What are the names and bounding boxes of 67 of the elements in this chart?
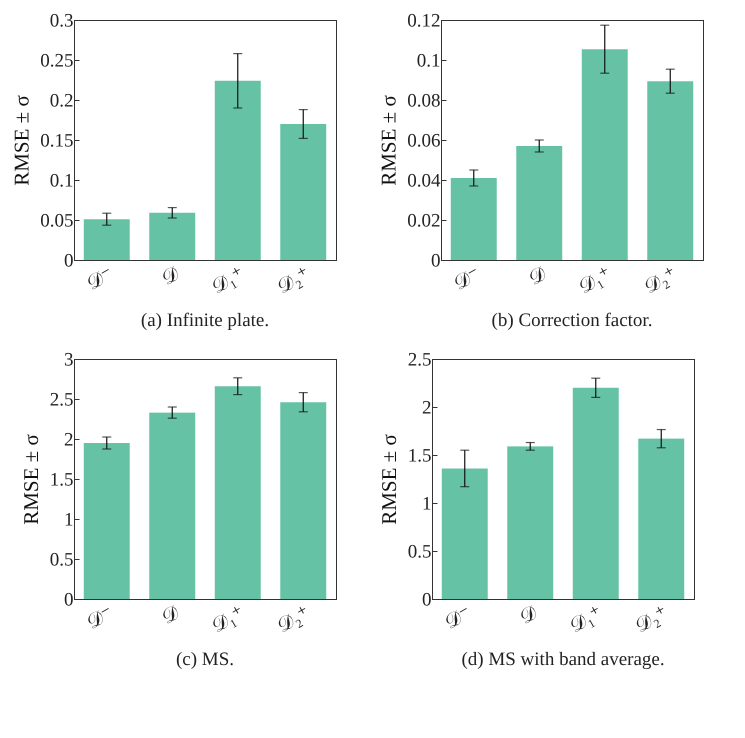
y-tick-label: 0 — [64, 250, 74, 272]
y-tick-label: 1.5 — [408, 446, 432, 466]
y-tick-label: 2.5 — [408, 350, 432, 370]
y-tick-label: 0 — [422, 590, 432, 610]
bar — [582, 49, 628, 260]
x-tick-label: 𝒟⁻ — [441, 602, 476, 634]
bar — [450, 178, 497, 260]
bar — [149, 212, 196, 260]
y-tick-label: 3 — [64, 350, 74, 370]
bar — [638, 438, 684, 599]
y-tick-label: 0 — [64, 590, 74, 610]
x-tick-label: 𝒟₁⁺ — [566, 602, 606, 638]
bar — [214, 386, 261, 599]
y-tick-label: 0.5 — [408, 542, 432, 562]
bar — [647, 81, 694, 260]
y-tick-label: 0.3 — [50, 10, 74, 32]
y-tick-label: 0 — [431, 250, 440, 272]
x-tick-label: 𝒟₁⁺ — [575, 262, 616, 298]
y-tick-label: 0.1 — [416, 50, 440, 72]
y-tick-label: 1 — [422, 494, 432, 514]
y-axis-title: RMSE ± σ — [376, 434, 401, 525]
x-tick-label: 𝒟₂⁺ — [274, 262, 314, 298]
text: (c) MS. — [176, 649, 234, 670]
y-tick-label: 0.15 — [40, 130, 74, 152]
x-tick-label: 𝒟⁻ — [450, 262, 484, 295]
y-tick-label: 0.5 — [50, 550, 74, 570]
y-tick-label: 2 — [422, 398, 432, 418]
x-tick-label: 𝒟⁻ — [83, 262, 118, 295]
x-tick-label: 𝒟₂⁺ — [632, 602, 672, 638]
y-tick-label: 0.06 — [407, 130, 440, 152]
y-tick-label: 2.5 — [50, 390, 74, 410]
y-tick-label: 0.2 — [50, 90, 74, 112]
bar — [84, 219, 130, 260]
y-tick-label: 0.04 — [407, 170, 441, 192]
y-axis-title: RMSE ± σ — [376, 95, 400, 186]
y-tick-label: 0.25 — [40, 50, 74, 72]
text: (a) Infinite plate. — [140, 310, 270, 332]
bar — [442, 468, 488, 599]
bar — [280, 402, 326, 599]
y-tick-label: 2 — [64, 430, 74, 450]
text: (b) Correction factor. — [492, 310, 652, 332]
x-tick-label: 𝒟 — [158, 602, 183, 629]
y-axis-title: RMSE ± σ — [9, 95, 34, 186]
x-tick-label: 𝒟 — [524, 262, 550, 290]
y-tick-label: 0.05 — [40, 210, 74, 232]
x-tick-label: 𝒟⁻ — [83, 602, 118, 634]
x-tick-label: 𝒟 — [158, 262, 183, 290]
y-tick-label: 1 — [64, 510, 74, 530]
bar — [149, 412, 196, 599]
bar — [507, 446, 554, 599]
y-tick-label: 0.08 — [407, 90, 440, 112]
y-tick-label: 0.12 — [407, 10, 440, 32]
bar — [84, 443, 130, 599]
bar — [572, 388, 619, 599]
x-tick-label: 𝒟₂⁺ — [640, 262, 681, 298]
x-tick-label: 𝒟 — [516, 602, 541, 629]
x-tick-label: 𝒟₁⁺ — [208, 262, 248, 298]
text: (d) MS with band average. — [461, 649, 665, 670]
y-tick-label: 1.5 — [50, 470, 74, 490]
x-tick-label: 𝒟₂⁺ — [274, 602, 314, 638]
y-tick-label: 0.1 — [50, 170, 74, 192]
bar — [516, 146, 562, 260]
y-tick-label: 0.02 — [407, 210, 440, 232]
y-axis-title: RMSE ± σ — [18, 434, 43, 525]
bar — [214, 80, 261, 260]
bar — [280, 124, 326, 260]
x-tick-label: 𝒟₁⁺ — [208, 602, 248, 638]
